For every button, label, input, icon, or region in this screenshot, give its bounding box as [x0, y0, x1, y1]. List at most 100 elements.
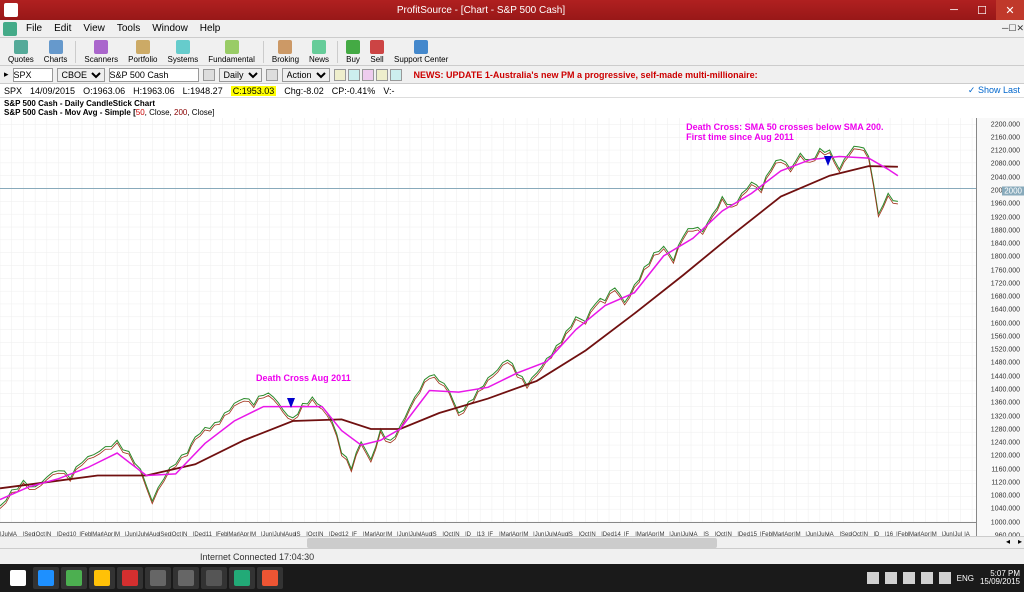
fundamental-icon — [225, 40, 239, 54]
exchange-select[interactable]: CBOE — [57, 68, 105, 82]
window-title: ProfitSource - [Chart - S&P 500 Cash] — [22, 5, 940, 16]
chart-legend: S&P 500 Cash - Daily CandleStick Chart S… — [0, 98, 1024, 118]
maximize-button[interactable]: ☐ — [968, 0, 996, 20]
mdi-close-button[interactable]: ✕ — [1016, 23, 1024, 34]
wifi-icon[interactable] — [921, 572, 933, 584]
menu-edit[interactable]: Edit — [48, 23, 77, 34]
symbol-bar: ▸ CBOE Daily Action NEWS: UPDATE 1-Austr… — [0, 66, 1024, 84]
y-tick: 2120.000 — [991, 148, 1020, 155]
toolbar-label: Support Center — [394, 55, 448, 64]
chart-scrollbar-h[interactable]: ▸ ◂ — [0, 536, 1024, 548]
tray-lang[interactable]: ENG — [957, 574, 974, 583]
row-indicator-icon: ▸ — [4, 69, 9, 80]
mdi-max-button[interactable]: ☐ — [1008, 23, 1016, 34]
toolbar-label: Fundamental — [208, 55, 255, 64]
systems-icon — [176, 40, 190, 54]
toolbar-quotes[interactable]: Quotes — [4, 39, 38, 65]
toolbar-label: Buy — [346, 55, 360, 64]
toolbar-broking[interactable]: Broking — [268, 39, 303, 65]
toolbar-systems[interactable]: Systems — [164, 39, 203, 65]
app-k-icon — [122, 570, 138, 586]
taskbar-tws[interactable] — [173, 567, 199, 589]
tray-icon[interactable] — [903, 572, 915, 584]
menu-file[interactable]: File — [20, 23, 48, 34]
legend-line-2: S&P 500 Cash - Mov Avg - Simple [50, Clo… — [4, 108, 1020, 117]
scroll-right-icon[interactable]: ▸ — [1018, 537, 1022, 546]
taskbar-chrome[interactable] — [61, 567, 87, 589]
menu-help[interactable]: Help — [194, 23, 227, 34]
taskbar-app1[interactable] — [201, 567, 227, 589]
toolbar-news[interactable]: News — [305, 39, 333, 65]
interval-select[interactable]: Daily — [219, 68, 262, 82]
taskbar-app-k[interactable] — [117, 567, 143, 589]
toolbar-label: Sell — [370, 55, 383, 64]
tb-icon-4[interactable] — [376, 69, 388, 81]
toolbar-buy[interactable]: Buy — [342, 39, 364, 65]
toolbar-label: News — [309, 55, 329, 64]
y-axis: 960.0001000.0001040.0001080.0001120.0001… — [976, 118, 1024, 536]
menu-window[interactable]: Window — [146, 23, 194, 34]
volume-icon[interactable] — [939, 572, 951, 584]
start-icon — [10, 570, 26, 586]
taskbar-go[interactable] — [229, 567, 255, 589]
toolbar-support-center[interactable]: Support Center — [390, 39, 452, 65]
toolbar-label: Systems — [168, 55, 199, 64]
y-tick: 2200.000 — [991, 121, 1020, 128]
ohlc-bar: SPX 14/09/2015 O:1963.06 H:1963.06 L:194… — [0, 84, 1024, 98]
tb-icon-1[interactable] — [334, 69, 346, 81]
sell-icon — [370, 40, 384, 54]
menu-view[interactable]: View — [77, 23, 111, 34]
toolbar-label: Scanners — [84, 55, 118, 64]
close-button[interactable]: ✕ — [996, 0, 1024, 20]
taskbar-start[interactable] — [5, 567, 31, 589]
tray-icon[interactable] — [867, 572, 879, 584]
news-ticker[interactable]: NEWS: UPDATE 1-Australia's new PM a prog… — [414, 70, 758, 80]
tray-time[interactable]: 5:07 PM — [980, 570, 1020, 578]
scrollbar-thumb[interactable] — [307, 538, 717, 548]
toolbar-charts[interactable]: Charts — [40, 39, 72, 65]
explorer-icon — [94, 570, 110, 586]
scroll-left-icon[interactable]: ◂ — [1006, 537, 1010, 546]
y-tick: 1120.000 — [991, 479, 1020, 486]
toolbar-fundamental[interactable]: Fundamental — [204, 39, 259, 65]
show-last-toggle[interactable]: ✓ Show Last — [968, 85, 1020, 96]
toolbar-sell[interactable]: Sell — [366, 39, 388, 65]
y-tick: 1720.000 — [991, 280, 1020, 287]
arrow-2015 — [824, 156, 832, 166]
taskbar-terminal[interactable] — [145, 567, 171, 589]
taskbar-ie[interactable] — [33, 567, 59, 589]
tb-icon-3[interactable] — [362, 69, 374, 81]
toolbar-portfolio[interactable]: Portfolio — [124, 39, 161, 65]
toolbar: Quotes Charts Scanners Portfolio Systems Fund… — [0, 38, 1024, 66]
y-tick: 1280.000 — [991, 426, 1020, 433]
lock-icon[interactable] — [266, 69, 278, 81]
minimize-button[interactable]: ─ — [940, 0, 968, 20]
taskbar-profitsource[interactable] — [257, 567, 283, 589]
status-text: Internet Connected 17:04:30 — [200, 552, 314, 562]
toolbar-label: Portfolio — [128, 55, 157, 64]
toolbar-label: Charts — [44, 55, 68, 64]
taskbar-explorer[interactable] — [89, 567, 115, 589]
y-tick: 1920.000 — [991, 214, 1020, 221]
reload-icon[interactable] — [203, 69, 215, 81]
y-tick: 1400.000 — [991, 387, 1020, 394]
tray-date[interactable]: 15/09/2015 — [980, 578, 1020, 586]
symbol-input[interactable] — [13, 68, 53, 82]
menu-tools[interactable]: Tools — [111, 23, 146, 34]
window-controls: ─ ☐ ✕ — [940, 0, 1024, 20]
quotes-icon — [14, 40, 28, 54]
y-tick: 1480.000 — [991, 360, 1020, 367]
app-menu-icon[interactable] — [3, 22, 17, 36]
statusbar: Internet Connected 17:04:30 — [0, 548, 1024, 564]
toolbar-scanners[interactable]: Scanners — [80, 39, 122, 65]
tray-icon[interactable] — [885, 572, 897, 584]
info-open: O:1963.06 — [83, 86, 125, 96]
action-select[interactable]: Action — [282, 68, 330, 82]
y-tick: 1320.000 — [991, 413, 1020, 420]
symbol-name-input[interactable] — [109, 68, 199, 82]
tb-icon-2[interactable] — [348, 69, 360, 81]
chart-area[interactable]: 960.0001000.0001040.0001080.0001120.0001… — [0, 118, 1024, 536]
broking-icon — [278, 40, 292, 54]
ie-icon — [38, 570, 54, 586]
tb-icon-5[interactable] — [390, 69, 402, 81]
